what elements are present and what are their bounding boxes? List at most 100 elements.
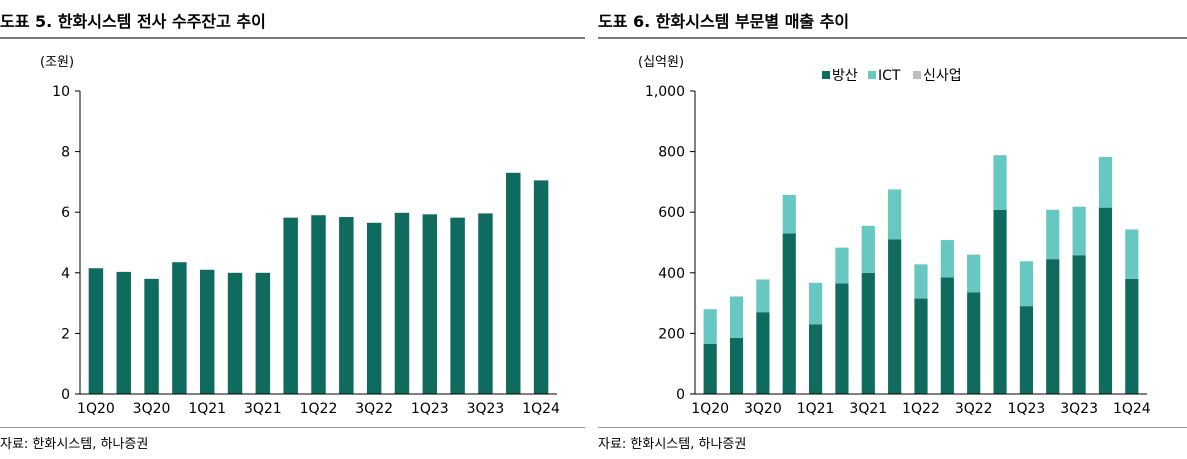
bar-ICT-1Q24 <box>1125 229 1139 279</box>
x-tick-label: 1Q24 <box>522 401 560 417</box>
bar-1Q24 <box>533 180 549 394</box>
bar-방산-2Q21 <box>835 283 849 394</box>
bar-ICT-4Q22 <box>993 155 1007 210</box>
bar-ICT-3Q23 <box>1072 206 1086 256</box>
y-tick-label: 10 <box>52 84 70 100</box>
bar-방산-4Q22 <box>993 209 1007 394</box>
y-tick-label: 4 <box>61 266 70 282</box>
x-tick-label: 3Q23 <box>1060 401 1098 417</box>
bar-3Q22 <box>366 222 382 394</box>
bar-2Q20 <box>116 271 131 394</box>
x-tick-label: 1Q23 <box>1008 401 1046 417</box>
bar-방산-3Q23 <box>1072 255 1086 394</box>
bar-방산-1Q24 <box>1125 278 1139 394</box>
source-note: 자료: 한화시스템, 하나증권 <box>598 437 747 452</box>
x-tick-label: 1Q20 <box>77 401 115 417</box>
bar-4Q20 <box>172 262 187 394</box>
bar-방산-4Q23 <box>1098 207 1113 394</box>
bar-ICT-1Q22 <box>914 264 928 299</box>
bar-방산-1Q23 <box>1019 306 1033 394</box>
x-tick-label: 3Q20 <box>133 401 171 417</box>
bar-ICT-4Q23 <box>1098 157 1113 208</box>
y-tick-label: 8 <box>61 145 70 161</box>
source-note: 자료: 한화시스템, 하나증권 <box>0 437 149 452</box>
bar-방산-1Q22 <box>914 298 928 394</box>
bar-3Q23 <box>478 213 493 394</box>
x-tick-label: 3Q22 <box>355 401 393 417</box>
y-tick-label: 400 <box>658 266 685 282</box>
bar-2Q23 <box>450 217 465 394</box>
x-tick-label: 1Q24 <box>1113 401 1151 417</box>
bar-방산-2Q23 <box>1046 259 1060 394</box>
bar-ICT-2Q23 <box>1046 209 1060 260</box>
bar-ICT-2Q22 <box>940 240 954 278</box>
x-tick-label: 1Q23 <box>411 401 449 417</box>
bar-4Q22 <box>394 212 410 394</box>
bar-3Q21 <box>255 272 271 394</box>
legend-label-신사업: 신사업 <box>923 68 962 84</box>
bar-방산-3Q21 <box>861 272 875 394</box>
x-tick-label: 3Q23 <box>467 401 505 417</box>
bar-1Q22 <box>311 215 326 394</box>
x-tick-label: 1Q21 <box>797 401 835 417</box>
bar-1Q23 <box>422 214 438 394</box>
source-divider <box>598 427 1187 428</box>
bar-ICT-1Q20 <box>703 309 717 345</box>
y-tick-label: 1,000 <box>645 84 685 100</box>
bar-ICT-3Q20 <box>756 279 770 313</box>
bar-방산-4Q21 <box>888 239 902 394</box>
bar-1Q20 <box>88 268 104 394</box>
chart-panel-revenue: 도표 6. 한화시스템 부문별 매출 추이 (십억원) 0 200 400 600 800… <box>598 0 1187 459</box>
revenue-stacked-bar-chart: (십억원) 0 200 400 600 800 1,000 1Q20 3Q20 1Q21 3Q21 1… <box>638 55 1151 417</box>
x-tick-label: 1Q21 <box>188 401 226 417</box>
bar-ICT-1Q23 <box>1019 261 1033 307</box>
x-tick-label: 1Q22 <box>902 401 940 417</box>
y-tick-label: 0 <box>61 387 70 403</box>
y-tick-label: 800 <box>658 145 685 161</box>
chart-panel-backlog: 도표 5. 한화시스템 전사 수주잔고 추이 (조원) 0 2 4 6 8 10 1Q20 3Q… <box>0 0 585 459</box>
bar-4Q23 <box>506 172 521 394</box>
y-tick-label: 6 <box>61 205 70 221</box>
y-tick-label: 600 <box>658 205 685 221</box>
bar-2Q22 <box>339 217 354 394</box>
x-tick-label: 1Q20 <box>691 401 729 417</box>
bar-ICT-4Q21 <box>888 189 902 240</box>
y-tick-label: 2 <box>61 326 70 342</box>
bar-ICT-2Q20 <box>729 296 744 338</box>
title-divider <box>598 37 1187 39</box>
x-tick-label: 3Q21 <box>244 401 282 417</box>
backlog-bar-chart: (조원) 0 2 4 6 8 10 1Q20 3Q20 1Q21 3Q21 1Q22 3Q22 1Q23 3… <box>40 55 560 417</box>
bar-방산-2Q20 <box>729 337 744 394</box>
bar-1Q21 <box>199 269 215 394</box>
x-tick-label: 1Q22 <box>300 401 338 417</box>
chart-title: 도표 5. 한화시스템 전사 수주잔고 추이 <box>0 12 266 31</box>
unit-label: (십억원) <box>638 55 684 70</box>
bar-2Q21 <box>227 272 243 394</box>
legend-swatch-방산 <box>822 71 830 79</box>
x-tick-label: 3Q22 <box>955 401 993 417</box>
y-tick-label: 0 <box>676 387 685 403</box>
bar-ICT-3Q21 <box>861 225 875 273</box>
bar-ICT-2Q21 <box>835 247 849 284</box>
legend-swatch-ICT <box>868 71 876 79</box>
legend-label-ICT: ICT <box>878 68 901 84</box>
bar-ICT-4Q20 <box>782 194 796 234</box>
legend-label-방산: 방산 <box>832 68 858 84</box>
bar-방산-2Q22 <box>940 277 954 394</box>
x-tick-label: 3Q21 <box>849 401 887 417</box>
chart-title: 도표 6. 한화시스템 부문별 매출 추이 <box>598 12 850 31</box>
x-tick-label: 3Q20 <box>744 401 782 417</box>
bar-4Q21 <box>283 217 298 394</box>
bar-ICT-1Q21 <box>809 282 823 325</box>
bar-방산-1Q21 <box>809 324 823 394</box>
y-tick-label: 200 <box>658 326 685 342</box>
source-divider <box>0 427 585 428</box>
bar-방산-3Q22 <box>967 292 981 394</box>
bar-방산-1Q20 <box>703 344 717 394</box>
bar-3Q20 <box>144 278 159 394</box>
title-divider <box>0 37 585 39</box>
bar-방산-4Q20 <box>782 233 796 394</box>
unit-label: (조원) <box>40 55 74 70</box>
bar-ICT-3Q22 <box>967 254 981 293</box>
legend-swatch-신사업 <box>913 71 921 79</box>
